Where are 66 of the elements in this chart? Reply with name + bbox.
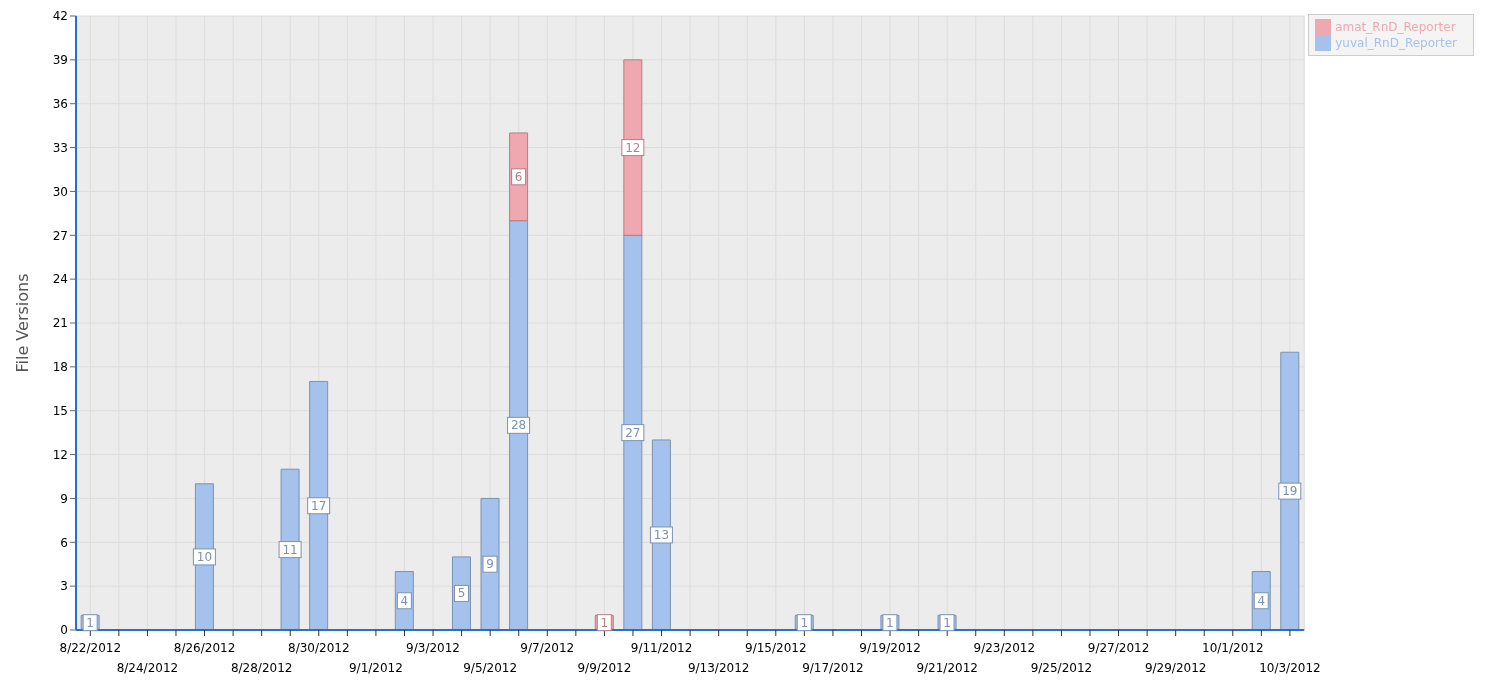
y-tick-label: 39 (52, 53, 68, 68)
x-tick-label: 8/30/2012 (288, 641, 350, 655)
y-tick-label: 9 (60, 491, 68, 506)
y-tick-label: 24 (52, 272, 68, 287)
y-tick-label: 30 (52, 184, 68, 199)
x-tick-label: 9/23/2012 (973, 641, 1036, 655)
data-label: 1 (86, 615, 94, 630)
x-tick-label: 9/25/2012 (1030, 661, 1093, 675)
data-label: 28 (510, 418, 527, 433)
data-label: 19 (1282, 484, 1298, 499)
x-tick-label: 8/22/2012 (59, 641, 122, 655)
data-label: 1 (886, 615, 894, 630)
x-tick-label: 9/3/2012 (406, 641, 460, 655)
x-tick-label: 8/26/2012 (173, 641, 236, 655)
x-tick-label: 9/15/2012 (745, 641, 807, 655)
y-tick-label: 0 (60, 623, 68, 638)
y-tick-label: 3 (60, 579, 68, 594)
y-tick-label: 36 (52, 96, 68, 111)
x-tick-label: 9/27/2012 (1087, 641, 1150, 655)
y-tick-label: 21 (52, 316, 68, 331)
x-tick-label: 9/5/2012 (463, 661, 518, 675)
y-tick-label: 12 (52, 447, 68, 462)
bar (480, 497, 500, 630)
x-tick-label: 9/19/2012 (859, 641, 921, 655)
data-label: 11 (282, 542, 298, 557)
legend-label: amat_RnD_Reporter (1335, 19, 1456, 34)
bar (1280, 351, 1300, 630)
x-tick-label: 8/24/2012 (116, 661, 179, 675)
data-label: 17 (311, 498, 327, 513)
data-label: 1 (943, 615, 951, 630)
x-tick-label: 9/29/2012 (1144, 661, 1207, 675)
x-tick-label: 8/28/2012 (230, 661, 293, 675)
data-label: 12 (625, 140, 641, 155)
x-tick-label: 9/1/2012 (348, 661, 403, 675)
legend-label: yuval_RnD_Reporter (1335, 35, 1457, 50)
y-tick-label: 18 (52, 360, 68, 375)
bar (309, 380, 329, 630)
y-tick-label: 15 (52, 403, 68, 418)
x-tick-label: 10/3/2012 (1259, 661, 1321, 675)
data-label: 13 (653, 527, 670, 542)
x-tick-label: 9/17/2012 (802, 661, 864, 675)
x-tick-label: 9/7/2012 (520, 641, 575, 655)
data-label: 27 (625, 425, 641, 440)
data-label: 6 (514, 169, 523, 184)
data-label: 4 (400, 593, 409, 608)
x-tick-label: 10/1/2012 (1202, 641, 1264, 655)
data-label: 4 (1257, 593, 1266, 608)
y-tick-label: 33 (52, 140, 68, 155)
x-tick-label: 9/11/2012 (630, 641, 693, 655)
y-tick-label: 42 (52, 9, 68, 24)
data-label: 9 (486, 557, 494, 572)
x-tick-label: 9/13/2012 (687, 661, 750, 675)
x-tick-label: 9/9/2012 (577, 661, 632, 675)
bar (623, 234, 643, 630)
bar (651, 439, 671, 630)
data-label: 1 (600, 615, 609, 630)
data-label: 10 (196, 549, 213, 564)
x-tick-label: 9/21/2012 (916, 661, 978, 675)
data-label: 1 (800, 615, 809, 630)
data-label: 5 (457, 586, 466, 601)
bar (280, 468, 300, 630)
y-axis-title: File Versions (12, 273, 32, 373)
bar (623, 59, 643, 236)
y-tick-label: 6 (60, 535, 68, 550)
y-tick-label: 27 (52, 228, 68, 243)
bar (509, 220, 529, 630)
